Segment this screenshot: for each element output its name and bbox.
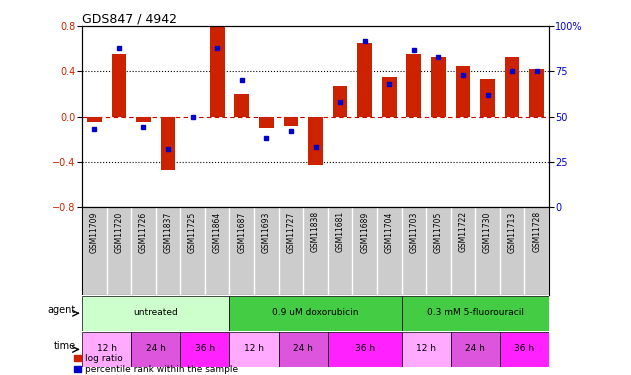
Text: 36 h: 36 h (514, 344, 534, 353)
Bar (131, 332, 180, 367)
Bar (505, 57, 519, 117)
Text: GSM11730: GSM11730 (483, 211, 492, 253)
Bar (230, 296, 401, 331)
Bar (451, 332, 500, 367)
Bar (308, 117, 323, 165)
Text: 0.3 mM 5-fluorouracil: 0.3 mM 5-fluorouracil (427, 308, 524, 317)
Text: GSM11728: GSM11728 (532, 211, 541, 252)
Bar (401, 332, 451, 367)
Text: GSM11725: GSM11725 (188, 211, 197, 253)
Text: GSM11727: GSM11727 (286, 211, 295, 253)
Bar (259, 117, 274, 128)
Text: GSM11837: GSM11837 (163, 211, 172, 253)
Bar (112, 54, 126, 117)
Bar (283, 117, 298, 126)
Text: GSM11726: GSM11726 (139, 211, 148, 253)
Text: GSM11709: GSM11709 (90, 211, 99, 253)
Bar (382, 77, 397, 117)
Text: GSM11681: GSM11681 (336, 211, 345, 252)
Bar (136, 117, 151, 122)
Text: GSM11864: GSM11864 (213, 211, 221, 253)
Bar (82, 296, 230, 331)
Text: GSM11705: GSM11705 (434, 211, 443, 253)
Bar (456, 66, 470, 117)
Text: GSM11713: GSM11713 (507, 211, 517, 253)
Bar (529, 69, 544, 117)
Text: 36 h: 36 h (195, 344, 215, 353)
Text: 12 h: 12 h (97, 344, 117, 353)
Text: GSM11720: GSM11720 (114, 211, 124, 253)
Bar (357, 43, 372, 117)
Text: GDS847 / 4942: GDS847 / 4942 (82, 12, 177, 25)
Text: GSM11722: GSM11722 (459, 211, 468, 252)
Text: GSM11687: GSM11687 (237, 211, 246, 253)
Text: GSM11704: GSM11704 (385, 211, 394, 253)
Bar (500, 332, 549, 367)
Text: agent: agent (47, 305, 76, 315)
Text: GSM11703: GSM11703 (410, 211, 418, 253)
Bar (480, 80, 495, 117)
Bar (327, 332, 401, 367)
Text: 12 h: 12 h (244, 344, 264, 353)
Text: 24 h: 24 h (293, 344, 313, 353)
Text: 24 h: 24 h (465, 344, 485, 353)
Text: 24 h: 24 h (146, 344, 166, 353)
Legend: log ratio, percentile rank within the sample: log ratio, percentile rank within the sa… (74, 354, 238, 374)
Text: 36 h: 36 h (355, 344, 375, 353)
Text: GSM11838: GSM11838 (311, 211, 320, 252)
Text: 12 h: 12 h (416, 344, 436, 353)
Text: untreated: untreated (133, 308, 178, 317)
Text: time: time (54, 341, 76, 351)
Text: GSM11693: GSM11693 (262, 211, 271, 253)
Bar (210, 26, 225, 117)
Bar (180, 332, 230, 367)
Bar (161, 117, 175, 170)
Bar (401, 296, 549, 331)
Bar (431, 57, 445, 117)
Bar (333, 86, 348, 117)
Bar (230, 332, 279, 367)
Bar (406, 54, 421, 117)
Text: GSM11689: GSM11689 (360, 211, 369, 253)
Bar (234, 94, 249, 117)
Bar (87, 117, 102, 122)
Bar (82, 332, 131, 367)
Text: 0.9 uM doxorubicin: 0.9 uM doxorubicin (272, 308, 359, 317)
Bar (279, 332, 327, 367)
